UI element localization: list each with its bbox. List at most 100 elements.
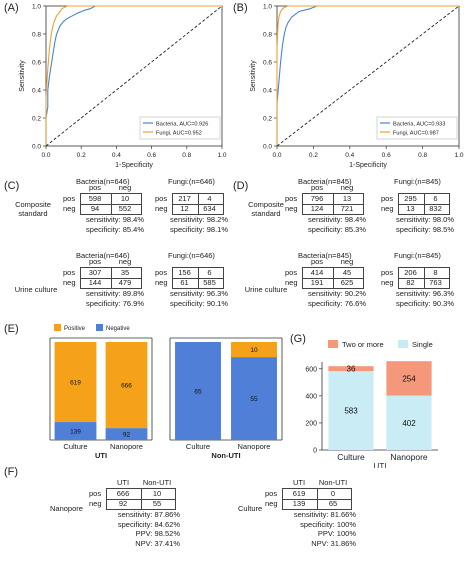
grid-line [141, 489, 142, 509]
table-title: Bacteria(n=845) [298, 251, 352, 260]
col-header: Non-UTI [318, 478, 348, 487]
y-tick-label: 0.6 [263, 59, 272, 66]
table-cell: 0 [330, 489, 336, 498]
y-tick-label: 1.0 [263, 3, 272, 10]
uti-bar-negative [105, 428, 148, 440]
metric-text: sensitivity: 96.3% [396, 289, 454, 298]
metric-text: specificity: 90.3% [396, 298, 454, 308]
data-label: 10 [250, 347, 258, 354]
row-header: pos [155, 267, 168, 277]
x-tick-label: Culture [337, 452, 365, 462]
panel-label-d: (D) [233, 180, 249, 192]
row-header: pos [285, 267, 298, 277]
metric-text: sensitivity: 89.8% [86, 289, 144, 298]
metric-text: sensitivity: 98.2% [170, 215, 228, 224]
x-tick-label: 0.2 [309, 152, 318, 159]
row-header: pos [285, 193, 298, 203]
table-cell: 13 [406, 204, 415, 213]
table-cell: 10 [120, 194, 130, 203]
col-header: Non-UTI [142, 478, 172, 487]
legend-label: Fungi, AUC=0.952 [156, 131, 202, 137]
table-cell: 619 [292, 489, 306, 498]
c-row-label-composite: Composite standard [15, 200, 51, 218]
table-cell: 191 [310, 278, 324, 287]
x-tick-label: 0.0 [41, 152, 50, 159]
x-axis-label: 1-Specificity [115, 162, 153, 169]
table-title: Fungi:(n=646) [168, 177, 215, 186]
data-label: 55 [250, 396, 258, 403]
diagonal-reference-line [276, 5, 460, 147]
table-title: Bacteria(n=646) [76, 251, 130, 260]
metric-text: specificity: 100% [300, 519, 356, 529]
legend-label: Negative [106, 326, 130, 332]
table-cell: 295 [404, 194, 417, 203]
metric-text: sensitivity: 90.2% [308, 289, 366, 298]
table-cell: 156 [178, 268, 191, 277]
metric-text: specificity: 98.1% [170, 224, 228, 234]
row-header: pos [63, 267, 76, 277]
roc-curve-bacteria [45, 5, 222, 146]
table-cell: 139 [292, 499, 306, 508]
row-header: neg [63, 203, 76, 213]
table-grid [172, 267, 224, 289]
panel-label-f: (F) [4, 466, 19, 478]
grid-line [333, 194, 334, 214]
table-cell: 92 [118, 499, 128, 508]
bar-two-or-more [386, 361, 432, 396]
grid-line [111, 194, 112, 214]
legend-label: Bacteria, AUC=0.933 [393, 122, 445, 128]
y-tick-label: 0.8 [32, 31, 41, 38]
metric-text: sensitivity: 96.3% [170, 289, 228, 298]
row-header: neg [285, 277, 298, 287]
d-row-label-urine: Urine culture [244, 285, 288, 294]
table-title: Bacteria(n=646) [76, 177, 130, 186]
x-tick-label: 0.6 [382, 152, 391, 159]
col-header: neg [340, 257, 354, 266]
row-header: neg [155, 277, 168, 287]
d-row-label-composite: Composite standard [248, 200, 284, 218]
table-cell: 307 [88, 268, 102, 277]
legend-label: Two or more [342, 340, 384, 349]
y-tick-label: 0.6 [32, 59, 41, 66]
legend-box [139, 116, 221, 140]
roc-chart-a: 0.0 0.2 0.4 0.6 0.8 1.0 0.0 0.2 0.4 0.6 0.8 1.0 1-Sp… [19, 3, 227, 169]
f-row-label-culture: Culture [238, 504, 263, 513]
row-header: pos [381, 193, 394, 203]
legend-box [376, 116, 458, 140]
y-tick-label: 0 [313, 448, 317, 455]
legend-label: Fungi, AUC=0.987 [393, 131, 439, 137]
row-header: neg [285, 203, 298, 213]
col-header: UTI [292, 478, 306, 487]
legend-label: Single [412, 340, 433, 349]
row-header: pos [155, 193, 168, 203]
row-header: neg [265, 498, 278, 508]
y-tick-label: 0.2 [263, 115, 272, 122]
table-title: Fungi:(n=646) [168, 251, 215, 260]
metric-text: specificity: 84.62% [117, 519, 180, 529]
table-cell: 8 [433, 268, 438, 277]
nonuti-bar-positive [231, 342, 277, 358]
data-label: 92 [123, 432, 131, 439]
grid-line [317, 489, 318, 509]
table-cell: 763 [429, 278, 442, 287]
data-label: 139 [70, 429, 81, 436]
table-cell: 625 [340, 278, 354, 287]
metric-text: PPV: 98.52% [135, 529, 180, 538]
data-label: 254 [402, 374, 416, 383]
row-header: neg [381, 203, 394, 213]
bar-single [386, 395, 432, 450]
legend-swatch-positive [54, 324, 61, 331]
x-tick-label: 1.0 [217, 152, 226, 159]
panel-label-g: (G) [290, 333, 306, 345]
col-header: UTI [116, 478, 130, 487]
metric-text: NPV: 31.86% [311, 538, 356, 548]
roc-curve-fungi [45, 5, 222, 146]
nonuti-bar-negative [175, 342, 221, 440]
table-title: Fungi:(n=845) [394, 177, 441, 186]
nonuti-bar-negative [231, 357, 277, 440]
table-cell: 721 [340, 204, 354, 213]
data-label: 619 [70, 380, 81, 387]
x-tick-label: 0.8 [418, 152, 427, 159]
table-cell: 12 [180, 204, 189, 213]
metric-text: specificity: 98.5% [396, 224, 454, 234]
